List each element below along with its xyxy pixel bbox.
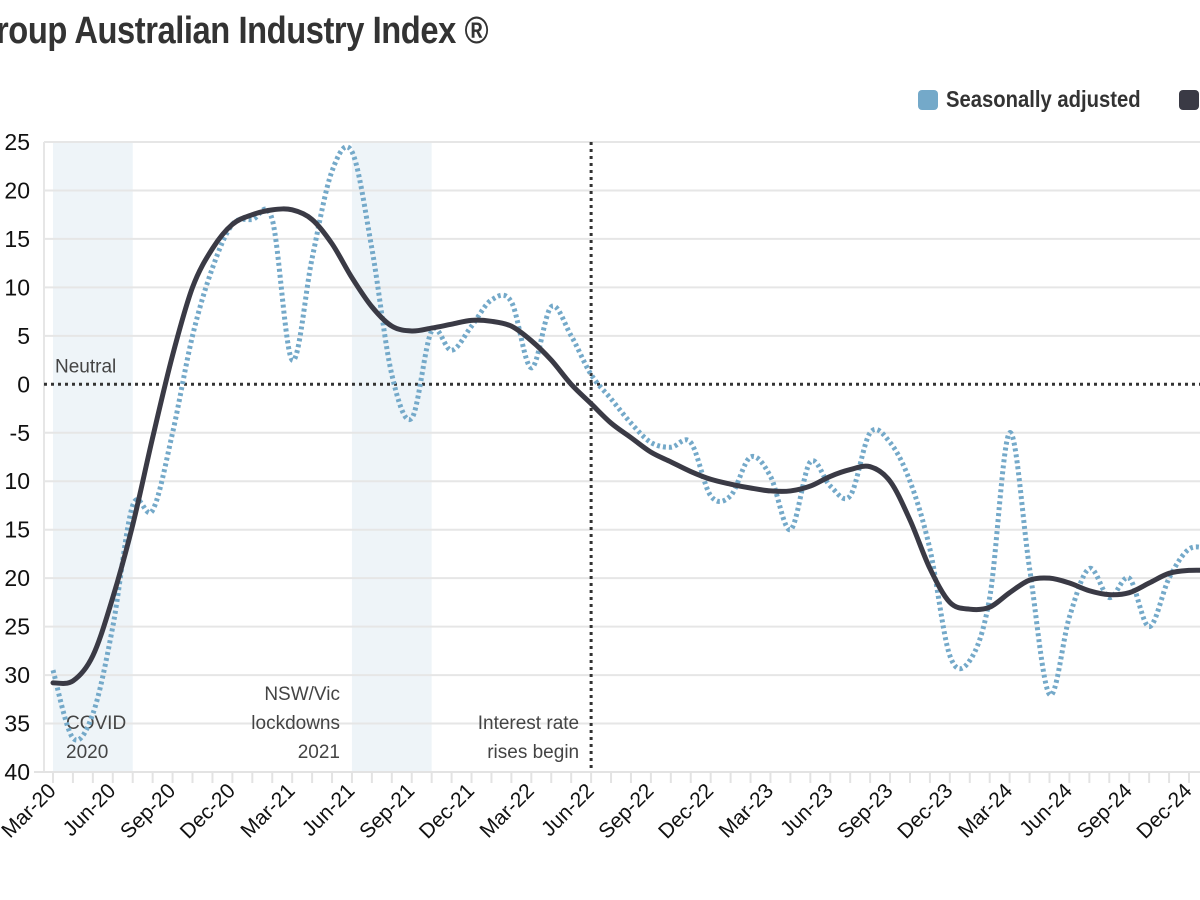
x-tick-label: Sep-20: [116, 779, 180, 843]
y-tick-label: 5: [17, 323, 30, 349]
x-tick-label: Sep-23: [833, 779, 897, 843]
interest-rate-label: rises begin: [487, 742, 579, 763]
x-tick-label: Dec-23: [893, 779, 957, 843]
legend-item-trend[interactable]: T: [1179, 86, 1200, 113]
y-tick-label: 25: [4, 129, 30, 155]
series-line-seasonally-adjusted: [50, 144, 1200, 743]
neutral-label: Neutral: [55, 356, 116, 377]
x-tick-label: Jun-24: [1015, 779, 1077, 841]
y-tick-label: 15: [4, 517, 30, 543]
x-tick-label: Sep-21: [355, 779, 419, 843]
covid-label: 2020: [66, 742, 108, 763]
legend-swatch-seasonally-adjusted: [918, 89, 938, 110]
y-tick-label: 20: [4, 177, 30, 203]
series-lines: [50, 144, 1200, 743]
y-tick-label: 10: [4, 274, 30, 300]
chart-title: roup Australian Industry Index ®: [0, 10, 489, 52]
x-tick-label: Mar-23: [715, 779, 778, 842]
shaded-period-1: [351, 142, 432, 772]
y-tick-label: 30: [4, 662, 30, 688]
shaded-period-0: [53, 142, 133, 772]
legend: Seasonally adjusted T: [918, 86, 1200, 113]
y-tick-label: 20: [4, 565, 30, 591]
x-tick-label: Dec-20: [176, 779, 240, 843]
x-tick-label: Dec-22: [654, 779, 718, 843]
x-tick-label: Dec-24: [1132, 779, 1196, 843]
y-tick-label: 25: [4, 614, 30, 640]
x-tick-label: Sep-24: [1073, 779, 1137, 843]
y-tick-label: 10: [4, 468, 30, 494]
covid-label: COVID: [66, 713, 126, 734]
y-tick-label: 0: [17, 371, 30, 397]
series-line-trend: [50, 206, 1200, 686]
annotations: Neutral Interest rate rises begin COVID 2020…: [55, 356, 579, 763]
y-tick-label: 35: [4, 711, 30, 737]
y-tick-label: 15: [4, 226, 30, 252]
x-tick-label: Mar-24: [954, 779, 1018, 843]
legend-item-seasonally-adjusted[interactable]: Seasonally adjusted: [918, 86, 1167, 113]
reference-lines: [44, 142, 1200, 772]
x-tick-label: Mar-21: [236, 779, 299, 842]
x-tick-label: Sep-22: [594, 779, 658, 843]
x-tick-label: Jun-23: [776, 779, 838, 841]
x-tick-label: Jun-22: [537, 779, 599, 841]
y-tick-label: -5: [10, 420, 30, 446]
lockdowns-label: NSW/Vic: [264, 684, 340, 705]
y-axis: 25 20 15 10 5 0 -5 10 15 20 25 30 35 40: [4, 129, 30, 785]
lockdowns-label: 2021: [298, 742, 340, 763]
x-axis: Mar-20Jun-20Sep-20Dec-20Mar-21Jun-21Sep-…: [0, 772, 1197, 843]
lockdowns-label: lockdowns: [251, 713, 340, 734]
legend-label-seasonally-adjusted: Seasonally adjusted: [946, 86, 1141, 112]
x-tick-label: Jun-20: [59, 779, 121, 841]
legend-swatch-trend: [1179, 89, 1200, 110]
x-tick-label: Mar-22: [476, 779, 539, 842]
shaded-periods: [53, 142, 432, 772]
x-tick-label: Mar-20: [0, 779, 61, 842]
y-tick-label: 40: [4, 759, 30, 785]
interest-rate-label: Interest rate: [478, 713, 579, 734]
x-tick-label: Dec-21: [415, 779, 479, 843]
x-tick-label: Jun-21: [298, 779, 360, 841]
gridlines: [34, 141, 1200, 773]
